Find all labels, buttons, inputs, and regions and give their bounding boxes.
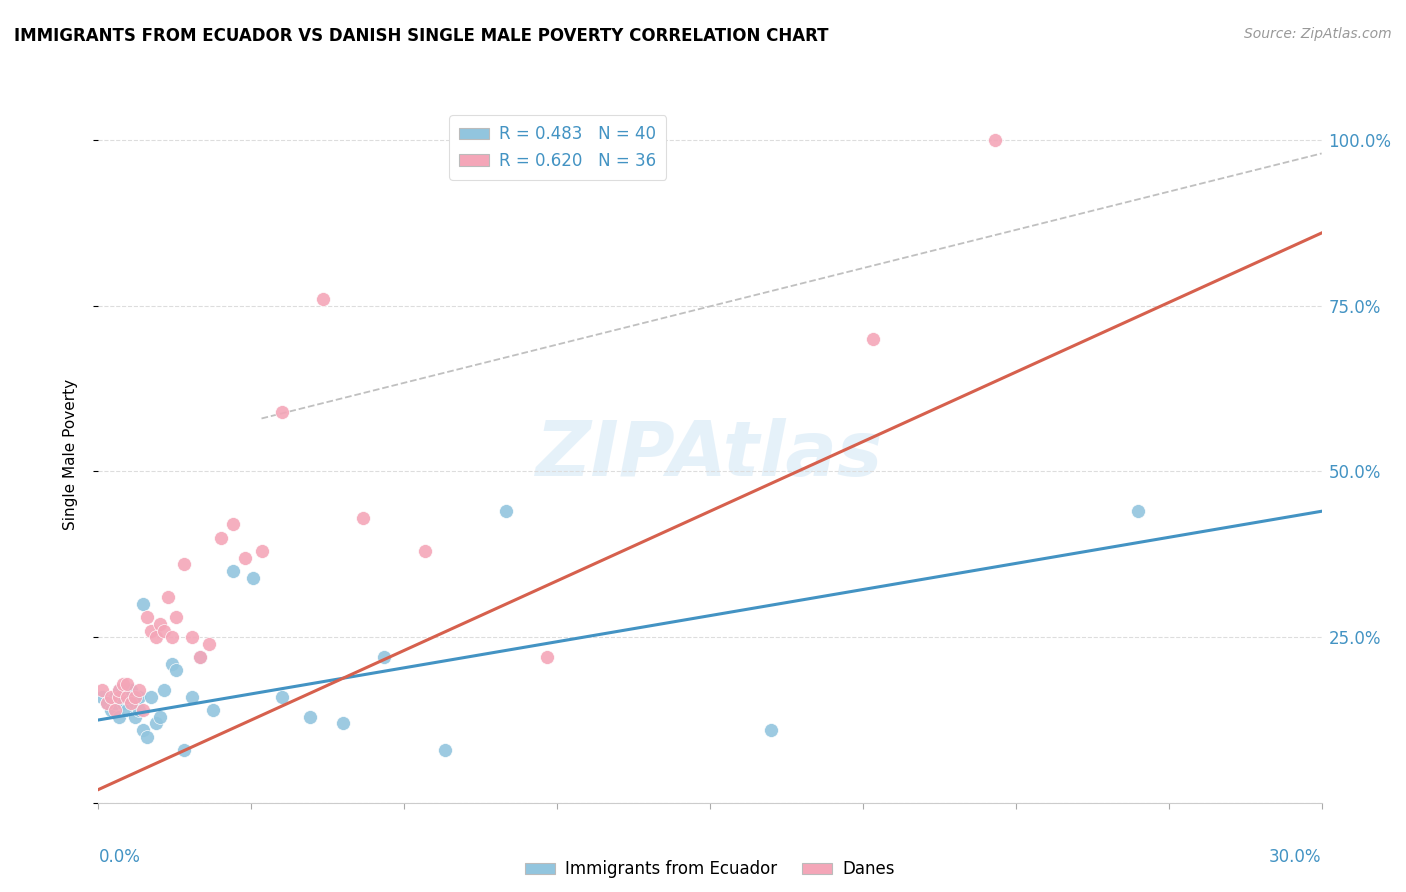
Point [124, 697, 146, 711]
Point [91, 690, 114, 704]
Point [270, 690, 294, 704]
Point [115, 690, 138, 704]
Point [984, 133, 1007, 147]
Point [188, 650, 212, 665]
Point [115, 703, 138, 717]
Point [160, 630, 183, 644]
Point [141, 690, 163, 704]
Point [104, 690, 127, 704]
Point [201, 703, 224, 717]
Point [132, 597, 155, 611]
Point [413, 544, 436, 558]
Point [197, 637, 219, 651]
Point [128, 690, 150, 704]
Text: ZIPAtlas: ZIPAtlas [536, 418, 884, 491]
Point [100, 703, 122, 717]
Point [862, 332, 884, 346]
Point [352, 511, 374, 525]
Point [233, 550, 256, 565]
Point [132, 703, 155, 717]
Point [120, 683, 142, 698]
Point [108, 683, 131, 698]
Point [312, 292, 335, 306]
Point [145, 716, 167, 731]
Point [173, 743, 195, 757]
Point [108, 683, 131, 698]
Y-axis label: Single Male Poverty: Single Male Poverty [63, 379, 77, 531]
Point [128, 703, 150, 717]
Text: IMMIGRANTS FROM ECUADOR VS DANISH SINGLE MALE POVERTY CORRELATION CHART: IMMIGRANTS FROM ECUADOR VS DANISH SINGLE… [14, 27, 828, 45]
Legend: Immigrants from Ecuador, Danes: Immigrants from Ecuador, Danes [519, 854, 901, 885]
Point [124, 709, 146, 723]
Point [332, 716, 354, 731]
Point [181, 690, 204, 704]
Text: 30.0%: 30.0% [1270, 848, 1322, 866]
Point [111, 690, 134, 704]
Point [136, 610, 159, 624]
Point [165, 663, 187, 677]
Point [120, 697, 142, 711]
Point [111, 697, 134, 711]
Point [149, 709, 172, 723]
Point [536, 650, 558, 665]
Point [100, 690, 122, 704]
Point [141, 624, 163, 638]
Point [104, 703, 127, 717]
Point [108, 709, 131, 723]
Point [152, 624, 174, 638]
Point [108, 690, 131, 704]
Point [91, 683, 114, 698]
Point [242, 570, 264, 584]
Point [222, 517, 245, 532]
Point [111, 676, 134, 690]
Point [128, 683, 150, 698]
Point [270, 405, 294, 419]
Point [145, 630, 167, 644]
Point [165, 610, 187, 624]
Point [152, 683, 174, 698]
Point [156, 591, 179, 605]
Point [373, 650, 395, 665]
Point [761, 723, 783, 737]
Text: Source: ZipAtlas.com: Source: ZipAtlas.com [1244, 27, 1392, 41]
Point [120, 690, 142, 704]
Point [96, 697, 118, 711]
Point [188, 650, 212, 665]
Point [250, 544, 273, 558]
Point [160, 657, 183, 671]
Point [115, 676, 138, 690]
Point [136, 730, 159, 744]
Point [209, 531, 232, 545]
Point [495, 504, 517, 518]
Point [222, 564, 245, 578]
Text: 0.0%: 0.0% [98, 848, 141, 866]
Point [173, 558, 195, 572]
Point [434, 743, 457, 757]
Point [96, 697, 118, 711]
Point [132, 723, 155, 737]
Point [104, 697, 127, 711]
Point [181, 630, 204, 644]
Point [149, 616, 172, 631]
Point [124, 690, 146, 704]
Point [115, 683, 138, 698]
Point [1128, 504, 1150, 518]
Point [299, 709, 322, 723]
